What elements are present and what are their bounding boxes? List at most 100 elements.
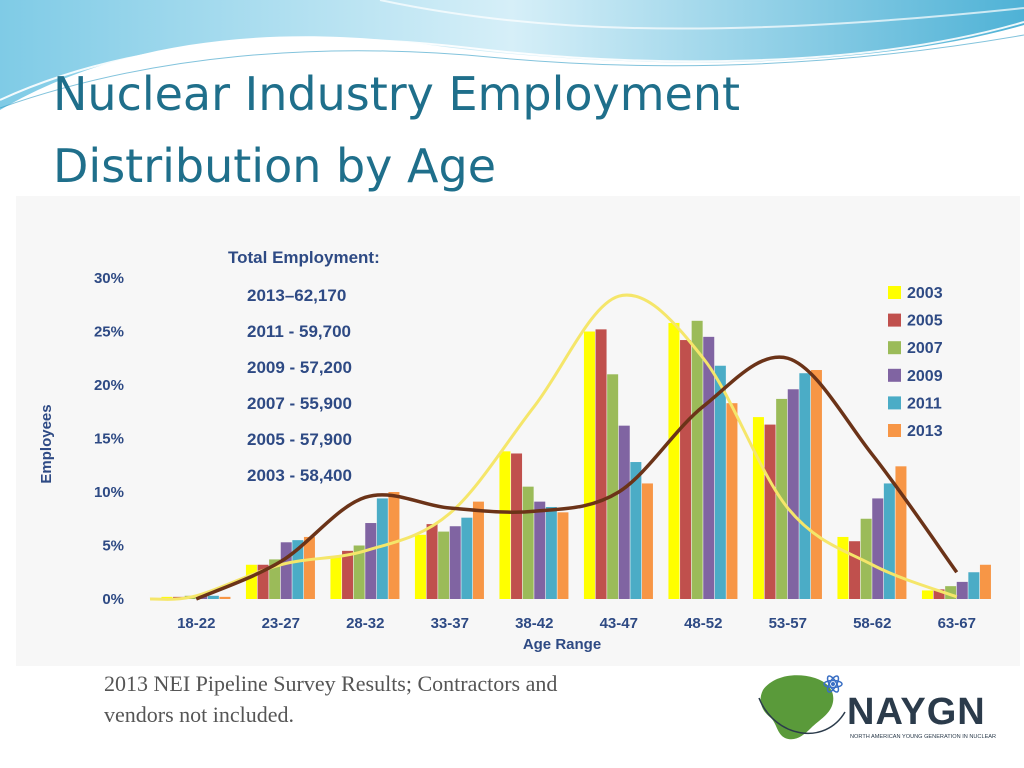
bar-2011-43-47 — [630, 462, 642, 599]
legend-label-2003: 2003 — [907, 285, 943, 302]
bar-2005-23-27 — [257, 564, 269, 599]
x-tick-label: 43-47 — [600, 615, 638, 632]
bar-2005-33-37 — [426, 524, 438, 599]
bar-2007-58-62 — [860, 518, 872, 599]
bar-2013-63-67 — [979, 564, 991, 599]
logo-wordmark: NAYGN — [847, 691, 986, 733]
y-tick-label: 20% — [94, 377, 124, 394]
bar-2003-23-27 — [245, 564, 257, 599]
bar-2007-33-37 — [438, 531, 450, 599]
bar-2013-23-27 — [303, 536, 315, 599]
bar-2003-28-32 — [330, 556, 342, 599]
legend-label-2007: 2007 — [907, 340, 943, 357]
bar-2011-58-62 — [883, 483, 895, 599]
bar-2009-38-42 — [534, 501, 546, 599]
naygn-logo: NAYGN NORTH AMERICAN YOUNG GENERATION IN… — [758, 675, 996, 740]
annotation-line: 2013–62,170 — [247, 286, 346, 305]
title-line-1: Nuclear Industry Employment — [53, 67, 741, 121]
annotation-heading: Total Employment: — [228, 248, 380, 267]
bar-2007-23-27 — [269, 559, 281, 599]
y-axis-title: Employees — [38, 404, 55, 483]
bar-2013-48-52 — [726, 403, 738, 599]
source-caption: 2013 NEI Pipeline Survey Results; Contra… — [104, 668, 684, 730]
trend-line-2003 — [149, 293, 958, 601]
bar-2013-58-62 — [895, 466, 907, 599]
annotation-line: 2011 - 59,700 — [247, 322, 351, 341]
legend-swatch-2009 — [888, 368, 901, 382]
bar-2003-63-67 — [921, 590, 933, 599]
bar-2011-28-32 — [376, 498, 388, 599]
globe-map-icon — [760, 675, 834, 740]
trend-lines — [149, 293, 959, 601]
bar-2005-53-57 — [764, 424, 776, 599]
employment-chart: Employees Age Range 0%5%10%15%20%25%30% … — [38, 248, 991, 653]
bar-2003-53-57 — [752, 417, 764, 599]
bar-2003-33-37 — [414, 534, 426, 599]
annotation-line: 2003 - 58,400 — [247, 466, 352, 485]
bar-2009-53-57 — [787, 389, 799, 599]
bar-2009-28-32 — [365, 523, 377, 599]
bar-2005-28-32 — [342, 550, 354, 599]
y-tick-label: 30% — [94, 270, 124, 287]
trend-line-2013 — [195, 355, 959, 601]
bar-2011-63-67 — [968, 572, 980, 599]
x-tick-label: 63-67 — [938, 615, 976, 632]
bar-2009-63-67 — [956, 581, 968, 599]
annotation-line: 2005 - 57,900 — [247, 430, 352, 449]
header-swoosh — [0, 0, 1024, 110]
bar-2003-43-47 — [583, 331, 595, 599]
total-employment-annotation: Total Employment: 2013–62,170 2011 - 59,70… — [228, 248, 380, 485]
logo-tagline: NORTH AMERICAN YOUNG GENERATION IN NUCLE… — [850, 734, 996, 740]
bar-2007-63-67 — [945, 586, 957, 599]
x-tick-label: 58-62 — [853, 615, 891, 632]
bar-2011-38-42 — [545, 506, 557, 599]
bar-2007-38-42 — [522, 486, 534, 599]
bar-2005-63-67 — [933, 589, 945, 599]
bar-2009-33-37 — [449, 526, 461, 599]
caption-line-1: 2013 NEI Pipeline Survey Results; Contra… — [104, 671, 558, 696]
y-tick-label: 25% — [94, 324, 124, 341]
x-tick-label: 28-32 — [346, 615, 384, 632]
bar-2009-58-62 — [872, 498, 884, 599]
y-axis-ticks: 0% 5% 10% 15% 20% 25% 30% — [94, 270, 124, 608]
legend-label-2009: 2009 — [907, 368, 943, 385]
legend-label-2013: 2013 — [907, 423, 943, 440]
annotation-line: 2009 - 57,200 — [247, 358, 352, 377]
bars — [161, 320, 991, 599]
bar-2007-48-52 — [691, 320, 703, 599]
x-tick-label: 53-57 — [769, 615, 807, 632]
y-tick-label: 5% — [102, 538, 124, 555]
x-axis-ticks: 18-22 23-27 28-32 33-37 38-42 43-47 48-52 53-57… — [177, 615, 976, 632]
slide-title: Nuclear Industry Employment Distribution… — [53, 58, 953, 202]
bar-2005-43-47 — [595, 329, 607, 599]
x-tick-label: 33-37 — [431, 615, 469, 632]
legend-swatch-2011 — [888, 396, 901, 410]
y-tick-label: 0% — [102, 591, 124, 608]
x-tick-label: 48-52 — [684, 615, 722, 632]
bar-2005-38-42 — [511, 453, 523, 599]
bar-2013-18-22 — [219, 596, 231, 599]
legend-label-2005: 2005 — [907, 313, 943, 330]
bar-2003-48-52 — [668, 322, 680, 599]
y-tick-label: 15% — [94, 431, 124, 448]
x-tick-label: 18-22 — [177, 615, 215, 632]
legend-swatch-2005 — [888, 313, 901, 327]
annotation-line: 2007 - 55,900 — [247, 394, 352, 413]
title-line-2: Distribution by Age — [53, 139, 496, 193]
bar-2011-48-52 — [714, 365, 726, 599]
atom-icon — [823, 675, 843, 693]
legend-label-2011: 2011 — [907, 395, 942, 412]
bar-2013-28-32 — [388, 492, 400, 599]
bar-2005-48-52 — [680, 340, 692, 599]
bar-2013-38-42 — [557, 512, 569, 599]
bar-2013-43-47 — [641, 483, 653, 599]
bar-2013-53-57 — [810, 370, 822, 599]
legend: 2003 2005 2007 2009 2011 2013 — [888, 285, 943, 440]
x-axis-title: Age Range — [523, 636, 601, 653]
bar-2007-43-47 — [607, 374, 619, 599]
bar-2011-33-37 — [461, 517, 473, 599]
bar-2003-58-62 — [837, 536, 849, 599]
bar-2009-48-52 — [703, 336, 715, 599]
bar-2009-23-27 — [280, 542, 292, 599]
bar-2009-43-47 — [618, 425, 630, 599]
